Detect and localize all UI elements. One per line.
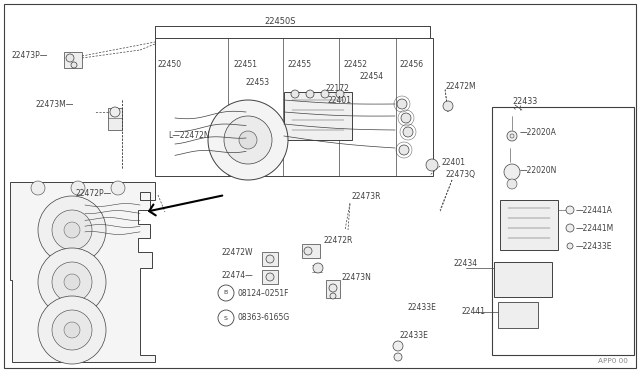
Circle shape bbox=[306, 90, 314, 98]
Text: 22474—: 22474— bbox=[222, 272, 253, 280]
Circle shape bbox=[111, 181, 125, 195]
Bar bbox=[500, 200, 558, 250]
Circle shape bbox=[426, 159, 438, 171]
Text: 22473P—: 22473P— bbox=[12, 51, 49, 60]
Text: 22473M—: 22473M— bbox=[36, 99, 74, 109]
Text: L—22472N: L—22472N bbox=[168, 131, 210, 140]
Circle shape bbox=[566, 206, 574, 214]
Text: 22454: 22454 bbox=[360, 71, 384, 80]
Circle shape bbox=[38, 248, 106, 316]
Text: B: B bbox=[224, 291, 228, 295]
Circle shape bbox=[208, 100, 288, 180]
Circle shape bbox=[52, 210, 92, 250]
Circle shape bbox=[224, 116, 272, 164]
Circle shape bbox=[64, 222, 80, 238]
Bar bbox=[155, 38, 433, 176]
Bar bbox=[108, 108, 122, 130]
Polygon shape bbox=[10, 182, 155, 362]
Circle shape bbox=[397, 99, 407, 109]
Circle shape bbox=[110, 107, 120, 117]
Text: 22455: 22455 bbox=[288, 60, 312, 68]
Bar bbox=[284, 92, 352, 140]
Circle shape bbox=[507, 131, 517, 141]
Text: 22450S: 22450S bbox=[264, 16, 296, 26]
Bar bbox=[326, 280, 340, 298]
Bar bbox=[492, 107, 634, 355]
Circle shape bbox=[31, 181, 45, 195]
Circle shape bbox=[291, 90, 299, 98]
Text: 22472P—: 22472P— bbox=[76, 189, 112, 198]
Circle shape bbox=[266, 255, 274, 263]
Text: 22456: 22456 bbox=[400, 60, 424, 68]
Text: 22473N: 22473N bbox=[342, 273, 372, 282]
Bar bbox=[64, 52, 82, 68]
Text: 22472W: 22472W bbox=[222, 247, 253, 257]
Text: APP0 00: APP0 00 bbox=[598, 358, 628, 364]
Circle shape bbox=[336, 90, 344, 98]
Text: —22441M: —22441M bbox=[576, 224, 614, 232]
Text: 22473R: 22473R bbox=[352, 192, 381, 201]
Circle shape bbox=[504, 164, 520, 180]
Circle shape bbox=[52, 310, 92, 350]
Circle shape bbox=[266, 273, 274, 281]
Circle shape bbox=[64, 274, 80, 290]
Text: 22472R: 22472R bbox=[324, 235, 353, 244]
Text: 22450: 22450 bbox=[158, 60, 182, 68]
Circle shape bbox=[330, 293, 336, 299]
Circle shape bbox=[66, 54, 74, 62]
Circle shape bbox=[403, 127, 413, 137]
Text: —22020A: —22020A bbox=[520, 128, 557, 137]
Circle shape bbox=[321, 90, 329, 98]
Bar bbox=[262, 270, 278, 284]
Circle shape bbox=[71, 181, 85, 195]
Circle shape bbox=[443, 101, 453, 111]
Circle shape bbox=[218, 285, 234, 301]
Circle shape bbox=[313, 263, 323, 273]
Text: 22433E: 22433E bbox=[408, 304, 437, 312]
Text: 22434: 22434 bbox=[454, 260, 478, 269]
Bar bbox=[262, 252, 278, 266]
Circle shape bbox=[64, 322, 80, 338]
Circle shape bbox=[304, 247, 312, 255]
Text: 22441: 22441 bbox=[462, 308, 486, 317]
Text: —22441A: —22441A bbox=[576, 205, 613, 215]
Circle shape bbox=[567, 243, 573, 249]
Circle shape bbox=[38, 296, 106, 364]
Circle shape bbox=[239, 131, 257, 149]
Text: 22453: 22453 bbox=[246, 77, 270, 87]
Text: 22172: 22172 bbox=[325, 83, 349, 93]
Circle shape bbox=[218, 310, 234, 326]
Text: —22433E: —22433E bbox=[576, 241, 612, 250]
Circle shape bbox=[52, 262, 92, 302]
Text: 08124–0251F: 08124–0251F bbox=[237, 289, 289, 298]
Circle shape bbox=[71, 62, 77, 68]
Circle shape bbox=[507, 179, 517, 189]
Circle shape bbox=[566, 224, 574, 232]
Bar bbox=[494, 262, 552, 297]
Circle shape bbox=[393, 341, 403, 351]
Circle shape bbox=[38, 196, 106, 264]
Text: 22452: 22452 bbox=[343, 60, 367, 68]
Circle shape bbox=[394, 353, 402, 361]
Text: —22020N: —22020N bbox=[520, 166, 557, 174]
Text: 22433: 22433 bbox=[512, 96, 537, 106]
Text: 22401: 22401 bbox=[442, 157, 466, 167]
Bar bbox=[498, 302, 538, 328]
Text: 22451: 22451 bbox=[233, 60, 257, 68]
Text: 22472M: 22472M bbox=[445, 81, 476, 90]
Text: S: S bbox=[224, 315, 228, 321]
Text: 22401: 22401 bbox=[328, 96, 352, 105]
Text: 08363-6165G: 08363-6165G bbox=[237, 314, 289, 323]
Circle shape bbox=[401, 113, 411, 123]
Circle shape bbox=[399, 145, 409, 155]
Text: 22473Q: 22473Q bbox=[446, 170, 476, 179]
Circle shape bbox=[329, 284, 337, 292]
Text: 22433E: 22433E bbox=[400, 330, 429, 340]
Bar bbox=[302, 244, 320, 258]
